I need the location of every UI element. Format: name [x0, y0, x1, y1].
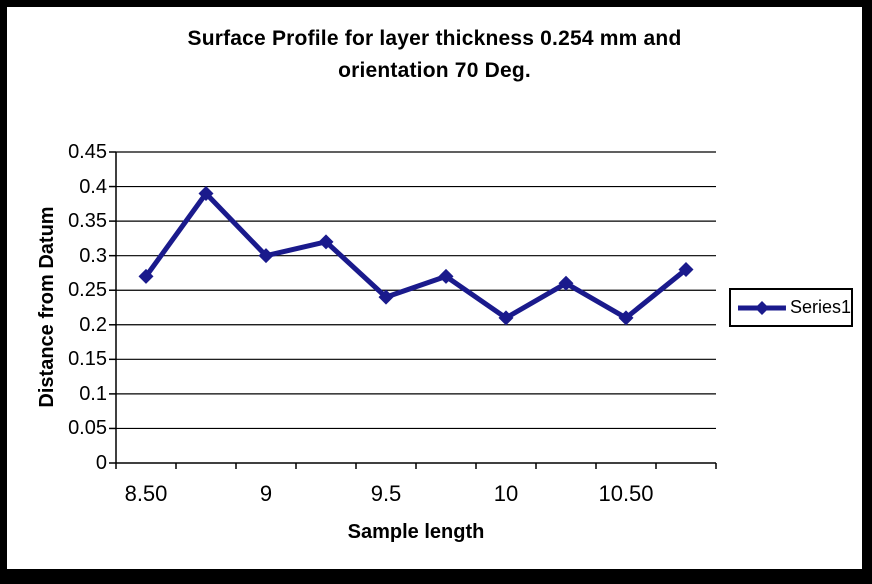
series-line	[143, 191, 689, 321]
x-tick-label: 9.5	[370, 481, 402, 506]
series-marker	[558, 275, 574, 291]
series-marker	[198, 185, 214, 201]
series-marker	[318, 234, 334, 250]
x-tick-label: 9	[259, 481, 273, 506]
legend-series-label: Series1	[789, 297, 851, 317]
x-tick-label: 10	[493, 481, 519, 506]
series-marker	[258, 248, 274, 264]
legend: Series1	[729, 288, 853, 327]
y-tick-label: 0.25	[68, 279, 107, 302]
y-tick-label: 0.35	[68, 210, 107, 233]
legend-series-swatch	[737, 300, 786, 315]
plot-area	[109, 151, 717, 469]
y-tick-label: 0.2	[79, 313, 107, 336]
y-tick-label: 0	[95, 452, 107, 474]
x-tick-label: 10.50	[598, 481, 654, 506]
series-marker	[678, 261, 694, 277]
chart: Surface Profile for layer thickness 0.25…	[7, 7, 862, 569]
series-marker	[138, 268, 154, 284]
y-tick-label: 0.4	[79, 175, 107, 198]
series-marker	[618, 310, 634, 326]
series-marker	[498, 310, 514, 326]
legend-diamond-marker	[754, 300, 769, 315]
y-tick-label: 0.45	[68, 141, 107, 163]
chart-title-line-1: Surface Profile for layer thickness 0.25…	[187, 27, 682, 50]
x-tick-label: 8.50	[124, 481, 168, 506]
chart-title-line-2: orientation 70 Deg.	[338, 59, 531, 82]
y-tick-label: 0.05	[68, 417, 107, 440]
x-axis-title: Sample length	[347, 521, 485, 543]
y-tick-label: 0.3	[79, 244, 107, 267]
y-tick-label: 0.1	[79, 382, 107, 405]
y-tick-label: 0.15	[68, 348, 107, 371]
chart-title: Surface Profile for layer thickness 0.25…	[7, 23, 862, 87]
y-axis-title: Distance from Datum	[36, 206, 58, 408]
series-marker	[438, 268, 454, 284]
series-marker	[378, 289, 394, 305]
